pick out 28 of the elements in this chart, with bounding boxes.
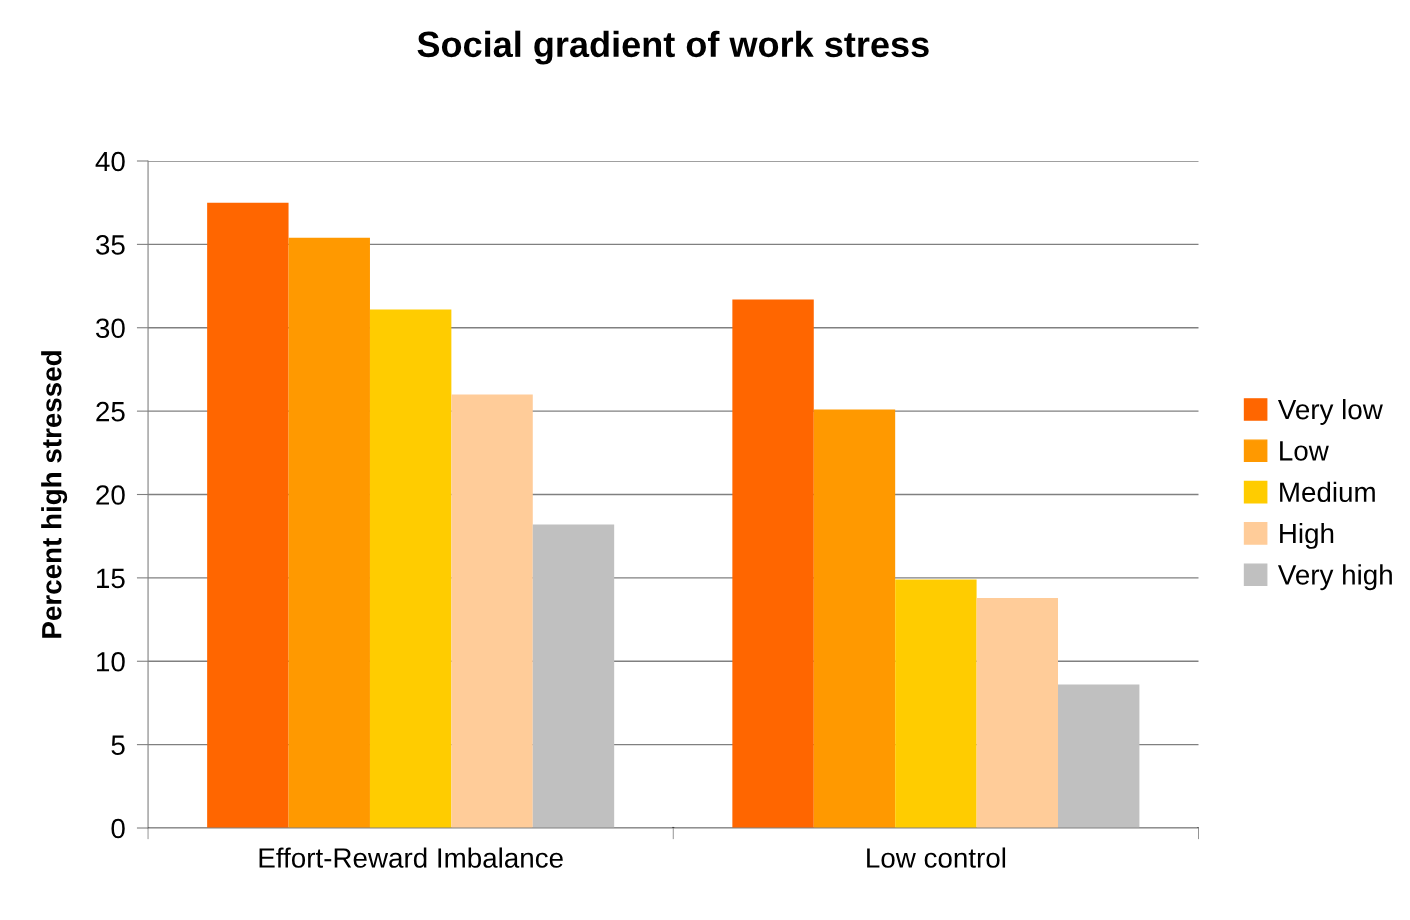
y-axis-title: Percent high stressed xyxy=(41,351,68,638)
y-tick-label: 25 xyxy=(96,401,125,422)
x-tick-label: Effort-Reward Imbalance xyxy=(259,847,563,868)
y-tick-label: 15 xyxy=(97,568,125,589)
bar xyxy=(288,237,370,828)
y-tick-label: 30 xyxy=(95,318,125,339)
bar xyxy=(532,524,615,828)
chart-title: Social gradient of work stress xyxy=(417,30,929,65)
bar xyxy=(451,394,533,828)
y-tick-label: 20 xyxy=(96,485,125,505)
legend-label: High xyxy=(1280,522,1334,549)
y-tick-label: 0 xyxy=(111,818,125,839)
legend-label: Very low xyxy=(1277,398,1383,425)
bar xyxy=(369,309,452,828)
bar xyxy=(895,579,977,828)
y-tick-label: 40 xyxy=(95,151,125,172)
x-tick-label: Low control xyxy=(867,847,1006,868)
legend-label: Very high xyxy=(1277,564,1392,591)
bar xyxy=(976,597,1058,828)
bar xyxy=(207,202,289,828)
y-tick-label: 35 xyxy=(95,235,125,255)
y-tick-label: 5 xyxy=(111,735,125,755)
legend-label: Low xyxy=(1280,441,1329,461)
bar xyxy=(1058,684,1140,828)
legend-label: Medium xyxy=(1280,481,1375,503)
y-tick-label: 10 xyxy=(97,651,125,672)
bar xyxy=(813,409,896,828)
bar xyxy=(732,299,814,828)
